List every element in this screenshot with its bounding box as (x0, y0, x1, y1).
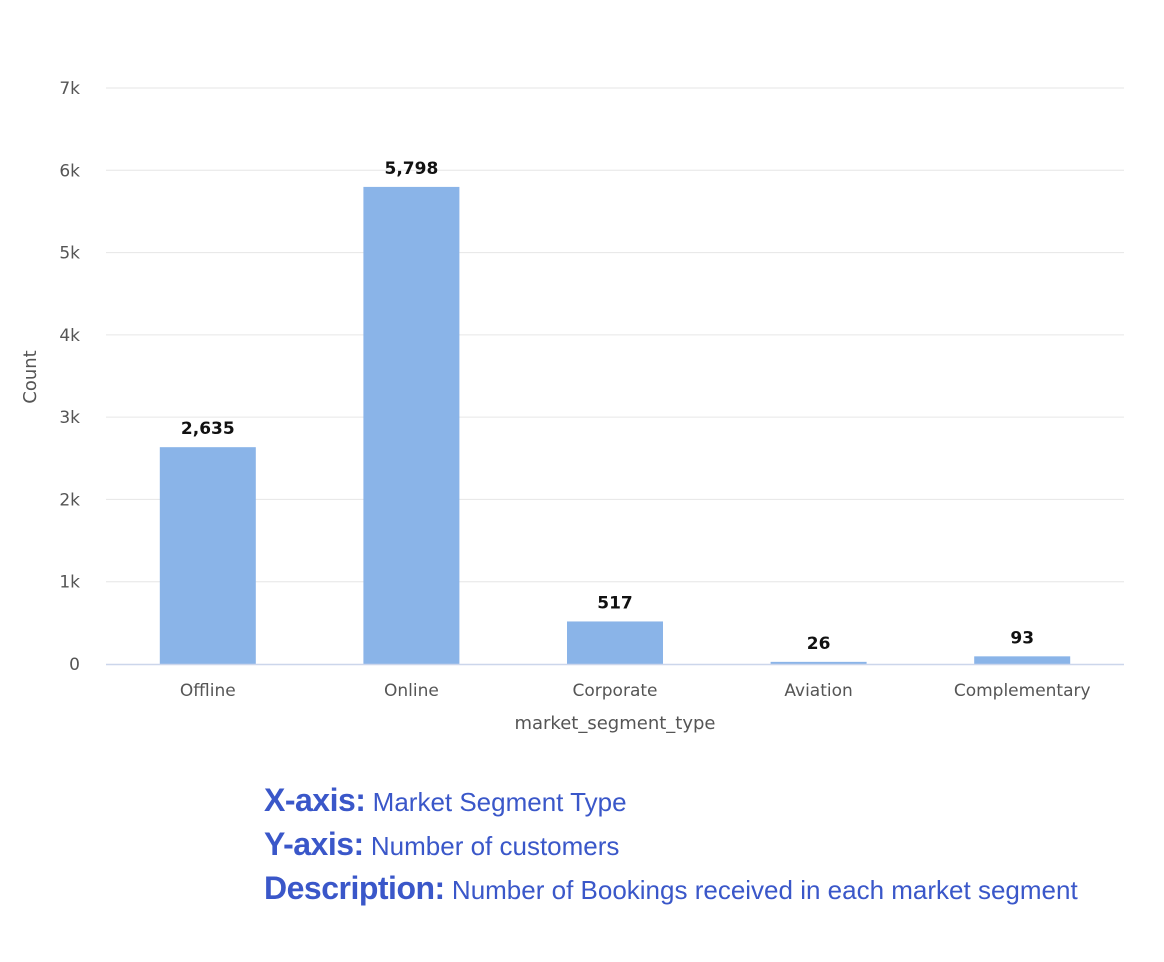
bar-chart: 0 1k 2k 3k 4k 5k 6k 7k 2,635 5,798 517 26 93 Offlin… (20, 79, 1124, 734)
data-label-complementary: 93 (1010, 628, 1034, 648)
caption-description-value: Number of Bookings received in each mark… (444, 875, 1078, 906)
y-axis-tick-labels: 0 1k 2k 3k 4k 5k 6k 7k (59, 79, 80, 675)
x-axis-title: market_segment_type (514, 713, 715, 734)
x-tick-label-online: Online (384, 681, 439, 701)
caption-y-axis-key: Y-axis: (264, 826, 364, 863)
data-label-online: 5,798 (385, 159, 439, 179)
caption-y-axis: Y-axis: Number of customers (264, 822, 1124, 866)
y-tick-label: 7k (59, 79, 80, 99)
y-tick-label: 1k (59, 573, 80, 593)
data-label-aviation: 26 (807, 634, 831, 654)
x-axis-tick-labels: Offline Online Corporate Aviation Complement… (180, 681, 1091, 701)
y-axis-title: Count (20, 350, 41, 403)
bar-aviation[interactable] (770, 661, 867, 664)
data-label-corporate: 517 (597, 593, 633, 613)
y-tick-label: 3k (59, 408, 80, 428)
x-tick-label-offline: Offline (180, 681, 236, 701)
bars (159, 186, 1071, 665)
y-tick-label: 0 (69, 655, 80, 675)
caption-y-axis-value: Number of customers (363, 831, 620, 862)
bar-complementary[interactable] (974, 656, 1071, 664)
bar-offline[interactable] (159, 447, 256, 664)
y-tick-label: 6k (59, 161, 80, 181)
caption-x-axis-key: X-axis: (264, 782, 366, 818)
x-tick-label-corporate: Corporate (573, 681, 658, 701)
caption-x-axis-value: Market Segment Type (365, 787, 627, 817)
data-label-offline: 2,635 (181, 419, 235, 439)
chart-caption: X-axis: Market Segment Type Y-axis: Numb… (264, 778, 1124, 910)
y-tick-label: 5k (59, 244, 80, 264)
bar-online[interactable] (363, 186, 460, 665)
caption-description: Description: Number of Bookings received… (264, 866, 1124, 910)
y-tick-label: 4k (59, 326, 80, 346)
caption-description-key: Description: (264, 870, 445, 907)
x-tick-label-complementary: Complementary (954, 681, 1091, 701)
grid-lines (106, 87, 1124, 583)
chart-canvas: 0 1k 2k 3k 4k 5k 6k 7k 2,635 5,798 517 26 93 Offlin… (20, 79, 1124, 734)
data-labels: 2,635 5,798 517 26 93 (181, 159, 1034, 654)
y-tick-label: 2k (59, 490, 80, 510)
x-tick-label-aviation: Aviation (784, 681, 852, 701)
caption-x-axis: X-axis: Market Segment Type (264, 778, 1124, 822)
bar-corporate[interactable] (567, 621, 663, 664)
